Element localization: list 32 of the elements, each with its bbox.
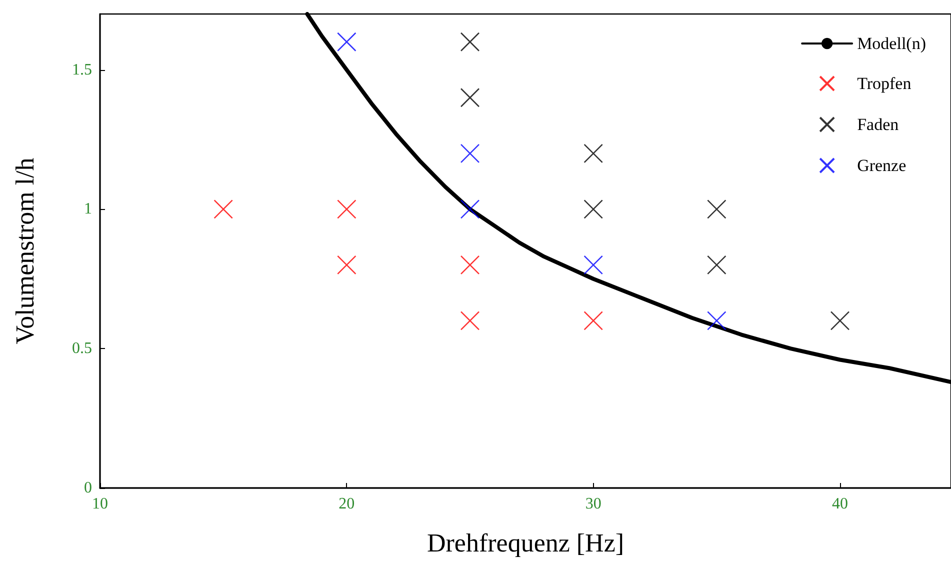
x-tick-label: 20 bbox=[338, 496, 355, 512]
point bbox=[460, 32, 480, 52]
point bbox=[214, 200, 233, 219]
x-tick-label: 40 bbox=[832, 496, 848, 512]
point bbox=[830, 311, 850, 330]
legend-label: Modell(n) bbox=[857, 34, 926, 53]
point bbox=[584, 311, 603, 330]
point bbox=[460, 88, 480, 108]
point bbox=[337, 255, 356, 275]
x-axis-title: Drehfrequenz [Hz] bbox=[426, 528, 624, 558]
y-tick-label: 0 bbox=[84, 480, 92, 496]
x-tick-label: 10 bbox=[92, 496, 108, 512]
point bbox=[584, 200, 603, 219]
point bbox=[460, 311, 480, 330]
y-tick-label: 1.5 bbox=[72, 61, 92, 78]
point bbox=[460, 255, 480, 275]
legend-label: Tropfen bbox=[857, 74, 912, 93]
x-tick-label: 30 bbox=[585, 496, 602, 512]
y-axis-title: Volumenstrom l/h bbox=[10, 158, 40, 344]
point bbox=[707, 255, 726, 275]
point bbox=[337, 32, 356, 52]
legend-label: Faden bbox=[857, 115, 900, 134]
legend-label: Grenze bbox=[857, 156, 906, 175]
point bbox=[337, 200, 356, 219]
point bbox=[707, 311, 726, 330]
point bbox=[460, 200, 480, 219]
point bbox=[584, 255, 603, 275]
point bbox=[460, 144, 480, 164]
y-tick-label: 0.5 bbox=[72, 340, 92, 358]
y-tick-label: 1 bbox=[84, 200, 92, 218]
point bbox=[584, 144, 603, 164]
point bbox=[707, 200, 726, 219]
